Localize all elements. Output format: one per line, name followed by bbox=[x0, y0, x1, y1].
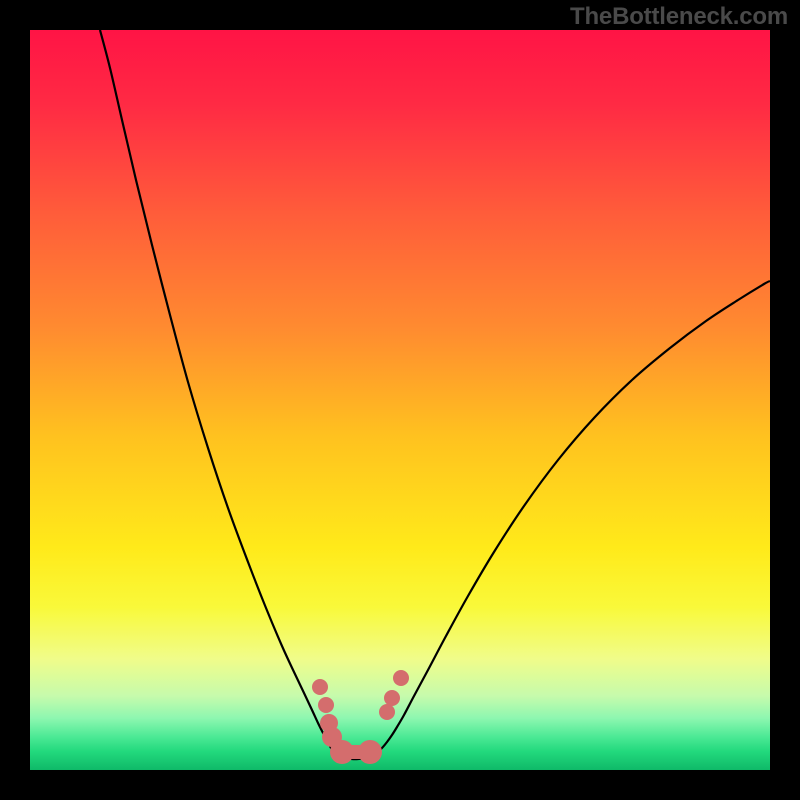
watermark-text: TheBottleneck.com bbox=[570, 3, 788, 31]
marker-dot-5 bbox=[384, 690, 400, 706]
marker-dot-6 bbox=[393, 670, 409, 686]
marker-dot-4 bbox=[379, 704, 395, 720]
marker-dot-0 bbox=[312, 679, 328, 695]
marker-dot-1 bbox=[318, 697, 334, 713]
heat-gradient-background bbox=[30, 30, 770, 770]
marker-dot-3 bbox=[322, 727, 342, 747]
bottleneck-chart bbox=[0, 0, 800, 800]
marker-bottom-right bbox=[358, 740, 382, 764]
